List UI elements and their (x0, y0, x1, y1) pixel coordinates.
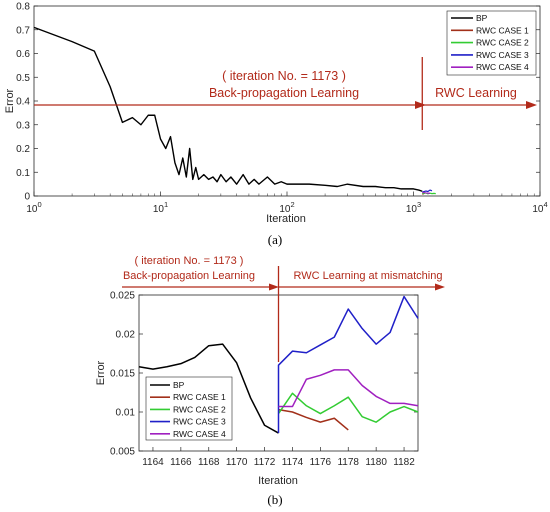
chart-b-legend: BP RWC CASE 1 RWC CASE 2 RWC CASE 3 RWC CASE… (146, 377, 232, 440)
chart-b-ytick-label: 0.02 (116, 330, 136, 341)
chart-a-ytick-label: 0.8 (16, 2, 30, 13)
chart-b-ytick-label: 0.015 (110, 369, 135, 380)
chart-b-xtick-label: 1174 (282, 457, 304, 468)
chart-a-ytick-label: 0.7 (16, 25, 30, 36)
chart-b-xtick-label: 1164 (142, 457, 164, 468)
chart-a-ytick-label: 0 (24, 192, 30, 203)
chart-b-legend-label-rwc-case-3: RWC CASE 3 (173, 417, 226, 427)
chart-b-legend-label-rwc-case-4: RWC CASE 4 (173, 429, 226, 439)
panel-a-label: (a) (268, 232, 282, 247)
chart-b-legend-label-bp: BP (173, 380, 185, 390)
chart-b-xtick-label: 1168 (198, 457, 220, 468)
panel-b-label: (b) (267, 492, 282, 507)
chart-a-xtick-label: 101 (153, 200, 168, 215)
chart-a-left-phase-label: Back-propagation Learning (209, 86, 359, 100)
chart-a-right-phase-label: RWC Learning (435, 86, 517, 100)
chart-b-xlabel: Iteration (258, 475, 298, 487)
chart-a-legend: BP RWC CASE 1 RWC CASE 2 RWC CASE 3 RWC CASE… (447, 11, 536, 75)
chart-a-legend-label-rwc-case-4: RWC CASE 4 (476, 62, 529, 72)
chart-b-left-phase-label: Back-propagation Learning (123, 270, 255, 282)
chart-b-xtick-label: 1170 (226, 457, 248, 468)
chart-b-xtick-label: 1182 (393, 457, 415, 468)
chart-a-ytick-label: 0.4 (16, 97, 30, 108)
chart-a-legend-label-rwc-case-1: RWC CASE 1 (476, 25, 529, 35)
chart-a-ytick-label: 0.1 (16, 168, 30, 179)
chart-b-ytick-label: 0.01 (116, 408, 136, 419)
chart-b-ylabel: Error (95, 360, 107, 385)
chart-a-xtick-label: 104 (532, 200, 547, 215)
chart-b-legend-label-rwc-case-2: RWC CASE 2 (173, 404, 226, 414)
chart-b-right-phase-label: RWC Learning at mismatching (294, 270, 443, 282)
chart-a-legend-label-rwc-case-3: RWC CASE 3 (476, 50, 529, 60)
chart-a-ytick-label: 0.3 (16, 120, 30, 131)
chart-a-iteration-note: ( iteration No. = 1173 ) (222, 69, 346, 83)
chart-b-ytick-label: 0.025 (110, 291, 135, 302)
chart-b-xtick-label: 1180 (365, 457, 387, 468)
chart-b-legend-label-rwc-case-1: RWC CASE 1 (173, 392, 226, 402)
chart-a-ylabel: Error (4, 88, 16, 113)
chart-b-xtick-label: 1176 (310, 457, 332, 468)
chart-b-ytick-label: 0.005 (110, 447, 135, 458)
chart-a-legend-label-rwc-case-2: RWC CASE 2 (476, 38, 529, 48)
chart-b-right-arrowhead (435, 284, 445, 291)
chart-a-legend-label-bp: BP (476, 13, 488, 23)
chart-a-ytick-label: 0.2 (16, 144, 30, 155)
chart-a-ytick-label: 0.5 (16, 73, 30, 84)
chart-b-left-arrowhead (269, 284, 279, 291)
chart-b: 0.005 0.01 0.015 0.02 0.025 1164 1166 1168 1170 1… (95, 255, 445, 487)
chart-b-iteration-note: ( iteration No. = 1173 ) (135, 255, 244, 267)
chart-b-xtick-label: 1166 (170, 457, 192, 468)
chart-a-xtick-label: 103 (406, 200, 421, 215)
chart-b-xtick-label: 1178 (337, 457, 359, 468)
chart-a-xlabel: Iteration (266, 213, 306, 225)
chart-b-xtick-label: 1172 (254, 457, 276, 468)
chart-a-ytick-label: 0.6 (16, 49, 30, 60)
